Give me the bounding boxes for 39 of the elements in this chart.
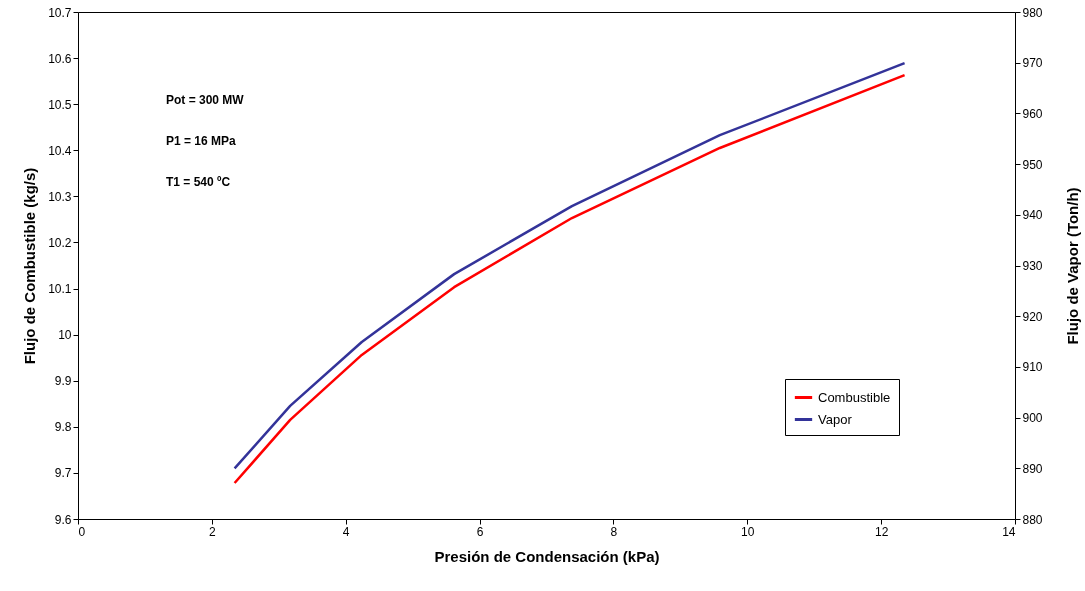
x-axis-title: Presión de Condensación (kPa) [434,547,660,565]
x-tick-label: 14 [1002,524,1016,539]
x-tick-label: 0 [78,524,86,539]
annotation: P1 = 16 MPa [166,134,237,148]
y2-axis-title: Flujo de Vapor (Ton/h) [1063,187,1081,345]
y-tick-label: 9.8 [54,420,72,435]
y2-tick-label: 980 [1022,5,1043,20]
x-tick-label: 8 [610,524,618,539]
annotation: Pot = 300 MW [166,93,245,107]
legend-label: Combustible [818,389,891,405]
annotation: T1 = 540 ºC [166,175,231,189]
y2-tick-label: 880 [1022,512,1043,527]
x-tick-label: 10 [741,524,755,539]
x-tick-label: 12 [874,524,889,539]
x-tick-label: 6 [476,524,484,539]
y2-tick-label: 950 [1022,157,1043,172]
y2-tick-label: 920 [1022,309,1043,324]
y2-tick-label: 910 [1022,360,1043,375]
y2-tick-label: 970 [1022,56,1043,71]
y-tick-label: 10.3 [48,189,72,204]
y2-tick-label: 890 [1022,461,1043,476]
x-tick-label: 2 [209,524,217,539]
y-tick-label: 9.6 [54,512,72,527]
y2-tick-label: 900 [1022,411,1043,426]
x-tick-label: 4 [342,524,350,539]
y2-tick-label: 930 [1022,259,1043,273]
y2-tick-label: 940 [1022,208,1043,223]
y-tick-label: 9.7 [54,466,72,481]
y-tick-label: 10.6 [48,51,72,66]
legend-label: Vapor [818,411,853,427]
y-tick-label: 10.1 [48,282,72,297]
y-tick-label: 10.2 [48,235,72,250]
y-axis-title: Flujo de Combustible (kg/s) [21,167,39,365]
y-tick-label: 10.5 [48,97,72,112]
y2-tick-label: 960 [1022,106,1043,121]
y-tick-label: 10.4 [48,143,72,158]
y-tick-label: 10.7 [48,5,72,20]
y-tick-label: 10 [58,328,72,343]
y-tick-label: 9.9 [54,374,72,389]
